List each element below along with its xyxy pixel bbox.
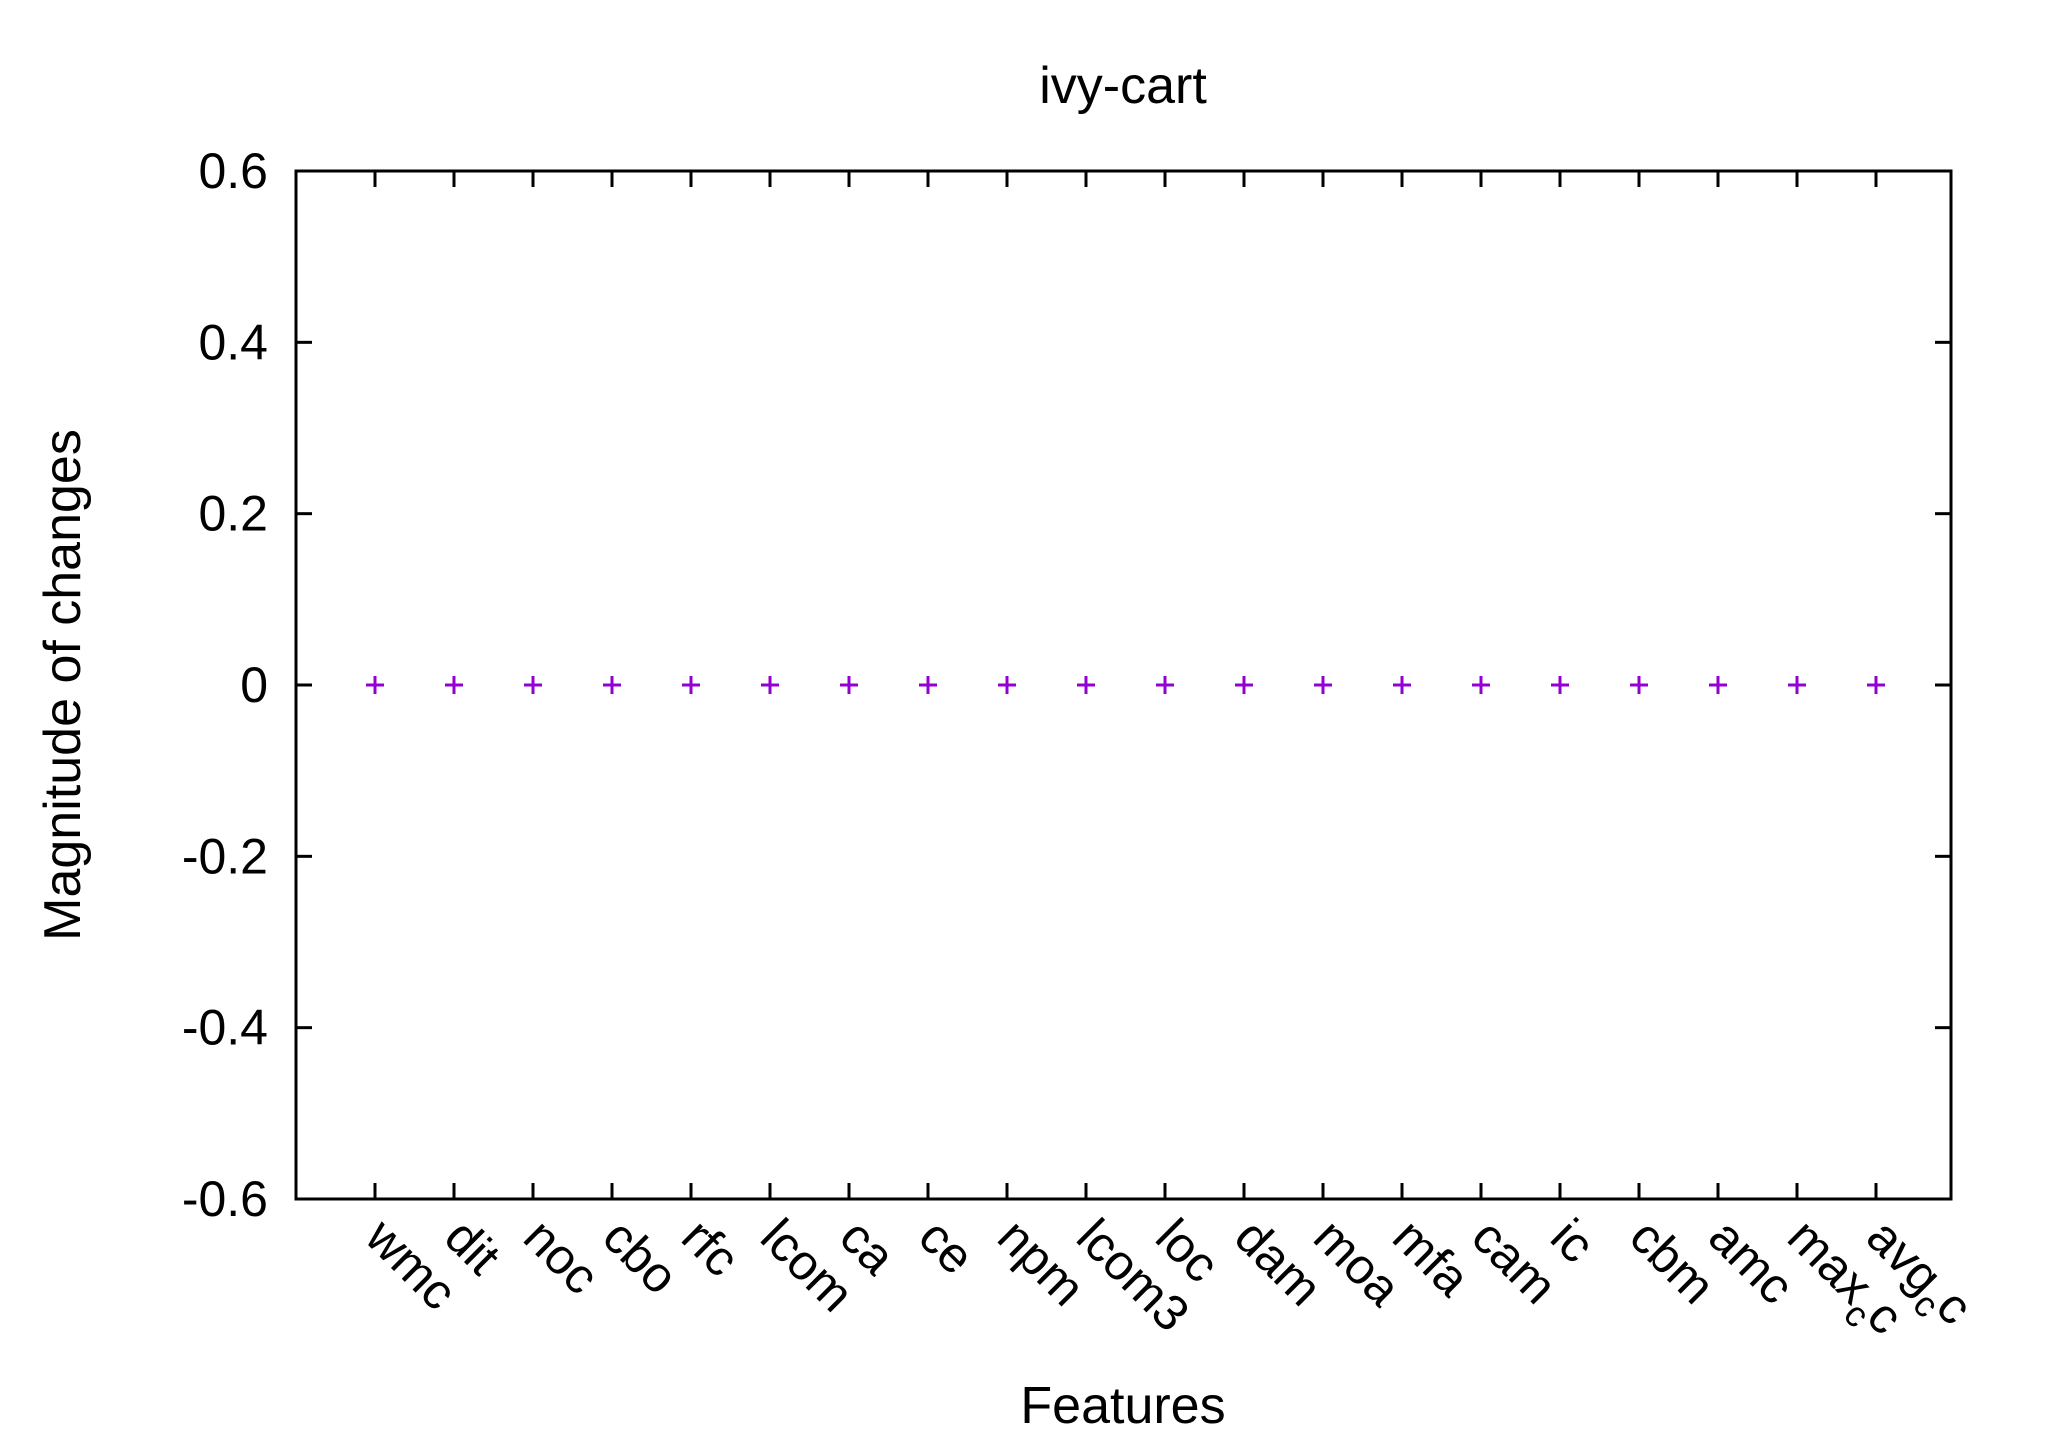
data-point xyxy=(998,676,1016,694)
x-tick-label: npm xyxy=(987,1208,1095,1316)
data-point xyxy=(682,676,700,694)
y-tick-label: -0.4 xyxy=(182,1000,268,1056)
data-point xyxy=(1472,676,1490,694)
data-point xyxy=(1630,676,1648,694)
x-tick-label: noc xyxy=(513,1208,610,1305)
y-tick-label: 0.2 xyxy=(198,486,268,542)
data-point xyxy=(1156,676,1174,694)
x-tick-label: cbo xyxy=(592,1208,689,1305)
data-point xyxy=(1551,676,1569,694)
data-point xyxy=(761,676,779,694)
x-tick-label: rfc xyxy=(671,1208,750,1287)
x-tick-label: cbm xyxy=(1619,1208,1725,1314)
data-point xyxy=(366,676,384,694)
y-axis-label: Magnitude of changes xyxy=(34,429,92,941)
y-axis: -0.6 -0.4 -0.2 0 0.2 0.4 0.6 xyxy=(182,143,1951,1227)
data-point xyxy=(840,676,858,694)
x-tick-label: cam xyxy=(1461,1208,1567,1314)
data-point xyxy=(524,676,542,694)
data-point xyxy=(1077,676,1095,694)
data-point xyxy=(1393,676,1411,694)
x-tick-label: dam xyxy=(1224,1208,1332,1316)
data-point xyxy=(919,676,937,694)
x-tick-label: amc xyxy=(1698,1208,1804,1314)
chart-title: ivy-cart xyxy=(1039,57,1207,115)
y-tick-label: 0 xyxy=(240,657,268,713)
y-tick-label: -0.6 xyxy=(182,1171,268,1227)
x-tick-label: mfa xyxy=(1382,1208,1481,1307)
data-point xyxy=(1314,676,1332,694)
data-points xyxy=(366,676,1885,694)
data-point xyxy=(1235,676,1253,694)
y-tick-label: -0.2 xyxy=(182,828,268,884)
y-tick-label: 0.4 xyxy=(198,314,268,370)
x-tick-label: ce xyxy=(908,1208,985,1285)
x-axis-label: Features xyxy=(1020,1377,1225,1433)
data-point xyxy=(1867,676,1885,694)
plot-frame xyxy=(294,169,1953,1201)
data-point xyxy=(1709,676,1727,694)
data-point xyxy=(445,676,463,694)
x-tick-label: moa xyxy=(1303,1208,1412,1317)
y-tick-label: 0.6 xyxy=(198,143,268,199)
data-point xyxy=(1788,676,1806,694)
data-point xyxy=(603,676,621,694)
